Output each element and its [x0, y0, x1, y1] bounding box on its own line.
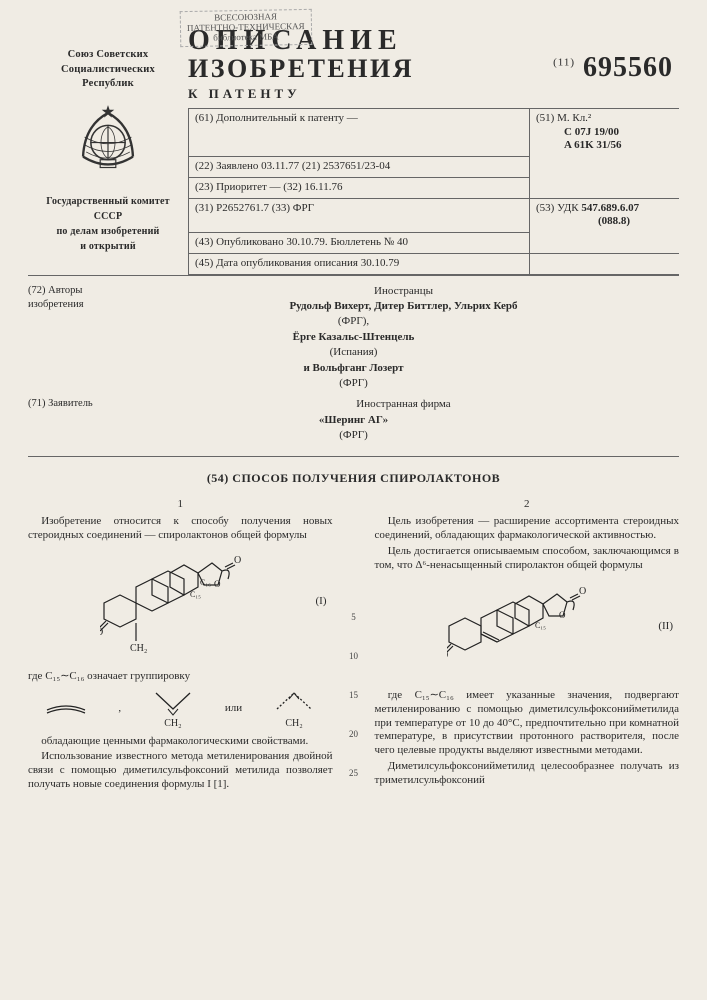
field-23: (23) Приоритет — (32) 16.11.76 [188, 177, 529, 198]
lineno: 15 [345, 690, 363, 701]
para: Изобретение относится к способу получени… [28, 515, 333, 543]
state-emblem-icon [69, 102, 147, 180]
svg-text:C₁₆: C₁₆ [200, 578, 211, 587]
library-stamp: ВСЕСОЮЗНАЯ ПАТЕНТНО-ТЕХНИЧЕСКАЯ библиоте… [180, 9, 312, 47]
f51-label: (51) М. Кл.² [536, 112, 591, 124]
formula-2-label: (II) [658, 620, 673, 634]
formula-1: O O O C₁₆ C₁₅ CH₂ (I) [28, 549, 333, 664]
stamp-line: библиотека МБА [187, 32, 305, 44]
column-2: 2 Цель изобретения — расширение ассортим… [375, 498, 680, 794]
firm-country: (ФРГ) [28, 428, 679, 443]
field-43: (43) Опубликовано 30.10.79. Бюллетень № … [188, 232, 529, 253]
ch2-a: CH₂ [148, 718, 198, 731]
formula-1-label: (I) [316, 595, 327, 609]
field-31: (31) P2652761.7 (33) ФРГ [188, 199, 529, 233]
para: обладающие ценными фармакологическими св… [28, 735, 333, 749]
author-names-1: Рудольф Вихерт, Дитер Биттлер, Ульрих Ке… [289, 300, 517, 312]
f53-label: (53) УДК [536, 202, 579, 214]
formula-2: O O O C₁₅ (II) [375, 578, 680, 683]
issuer-line: Социалистических [28, 63, 188, 78]
biblio-table: (61) Дополнительный к патенту — (51) М. … [188, 108, 679, 275]
doc-prefix: (11) [553, 57, 575, 69]
col-number: 1 [28, 498, 333, 512]
author-country-3: (ФРГ) [28, 376, 679, 391]
lineno: 10 [345, 651, 363, 662]
group-3: CH₂ [269, 687, 319, 730]
ch2-b: CH₂ [269, 718, 319, 731]
field-22: (22) Заявлено 03.11.77 (21) 2537651/23-0… [188, 156, 529, 177]
group-2: CH₂ [148, 687, 198, 730]
issuer-column: Союз Советских Социалистических Республи… [28, 18, 188, 275]
author-country-2: (Испания) [28, 345, 679, 360]
svg-text:O: O [214, 579, 221, 589]
group-1-icon [41, 696, 91, 722]
svg-text:O: O [447, 650, 448, 661]
para: Цель достигается описываемым способом, з… [375, 545, 680, 573]
svg-text:O: O [234, 555, 241, 566]
lineno: 5 [345, 612, 363, 623]
subtitle: К ПАТЕНТУ [188, 86, 679, 102]
col-number: 2 [375, 498, 680, 512]
f51-b: A 61K 31/56 [564, 139, 621, 151]
para: Диметилсульфоксонийметилид целесообразне… [375, 760, 680, 788]
author-names-2: Ёрге Казальс-Штенцель [293, 331, 415, 343]
gov-line: по делам изобретений [28, 224, 188, 239]
label-72: (72) Авторы изобретения [28, 284, 128, 313]
gov-line: Государственный комитет [28, 194, 188, 209]
or-label: или [225, 702, 242, 716]
svg-text:C₁₅: C₁₅ [535, 621, 546, 630]
authors-block: (72) Авторы изобретения Иностранцы Рудол… [28, 275, 679, 457]
field-51: (51) М. Кл.² C 07J 19/00 A 61K 31/56 [529, 109, 679, 156]
label-71: (71) Заявитель [28, 397, 128, 412]
svg-text:CH₂: CH₂ [130, 643, 147, 654]
para: Использование известного метода метилени… [28, 750, 333, 791]
f53-val2: (088.8) [598, 215, 630, 227]
svg-text:C₁₅: C₁₅ [190, 590, 201, 599]
svg-text:O: O [100, 627, 103, 638]
group-options: , CH₂ или CH₂ [28, 687, 333, 730]
lineno: 25 [345, 768, 363, 779]
svg-text:O: O [579, 586, 586, 597]
author-country-1: (ФРГ), [28, 314, 679, 329]
para: Цель изобретения — расширение ассортимен… [375, 515, 680, 543]
patent-number: (11) 695560 [553, 50, 673, 85]
where-line: где C₁₅∼C₁₆ означает группировку [28, 670, 333, 684]
field-61: (61) Дополнительный к патенту — [188, 109, 529, 156]
invention-title: (54) СПОСОБ ПОЛУЧЕНИЯ СПИРОЛАКТОНОВ [28, 471, 679, 486]
lineno: 20 [345, 729, 363, 740]
f53-val: 547.689.6.07 [581, 202, 639, 214]
firm-name: «Шеринг АГ» [319, 414, 388, 426]
issuer-line: Республик [28, 77, 188, 92]
doc-number-value: 695560 [583, 52, 673, 83]
body-columns: 1 Изобретение относится к способу получе… [28, 498, 679, 794]
f51-a: C 07J 19/00 [564, 126, 619, 138]
field-53: (53) УДК 547.689.6.07 (088.8) [529, 199, 679, 233]
svg-text:O: O [559, 610, 566, 620]
issuer-line: Союз Советских [28, 48, 188, 63]
field-45: (45) Дата опубликования описания 30.10.7… [188, 254, 529, 274]
column-1: 1 Изобретение относится к способу получе… [28, 498, 333, 794]
para: где C₁₅∼C₁₆ имеет указанные значения, по… [375, 689, 680, 758]
gov-line: и открытий [28, 239, 188, 254]
gov-line: СССР [28, 209, 188, 224]
page-root: ВСЕСОЮЗНАЯ ПАТЕНТНО-ТЕХНИЧЕСКАЯ библиоте… [0, 0, 707, 794]
author-names-3: и Вольфганг Лозерт [303, 362, 403, 374]
line-number-gutter: 5 10 15 20 25 [345, 498, 363, 794]
